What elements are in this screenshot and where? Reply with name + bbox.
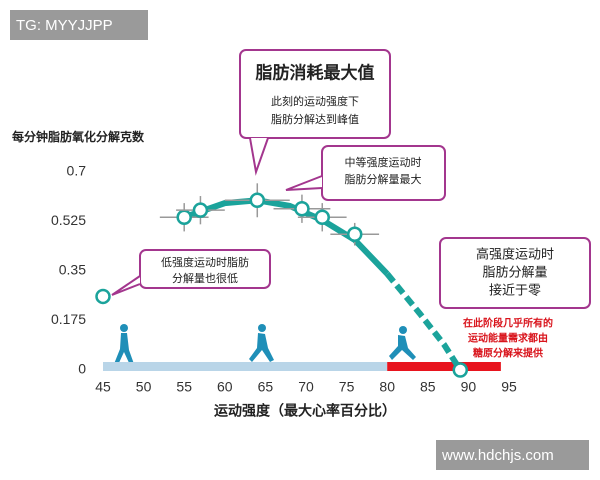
annotation-text: 在此阶段几乎所有的: [463, 317, 553, 330]
annotation-text: 接近于零: [489, 282, 541, 297]
end-point: [452, 362, 469, 378]
runner-icons: [114, 324, 416, 365]
annotation-text: 脂肪分解量: [482, 264, 547, 279]
watermark: TG: MYYJJPP: [16, 17, 113, 34]
annotation-text: 运动能量需求都由: [468, 332, 548, 345]
annotation-text: 脂肪分解达到峰值: [271, 112, 359, 126]
annotation-text: 分解量也很低: [172, 271, 238, 285]
x-tick-label: 95: [501, 379, 517, 395]
x-axis-label: 运动强度（最大心率百分比）: [214, 403, 396, 419]
data-point: [314, 209, 330, 226]
annotation-text: 低强度运动时脂肪: [161, 255, 249, 269]
intensity-band: [103, 362, 388, 371]
fat-oxidation-curve: [384, 271, 463, 372]
annotation-text: 中等强度运动时: [345, 155, 422, 169]
watermark-box: [436, 440, 589, 470]
y-axis-label: 每分钟脂肪氧化分解克数: [12, 129, 145, 144]
annotation-box: [239, 49, 391, 139]
data-point: [192, 202, 209, 218]
data-point: [249, 192, 266, 209]
x-tick-label: 85: [420, 379, 436, 395]
annotation-text: 此刻的运动强度下: [271, 94, 359, 108]
annotation-text: 高强度运动时: [476, 246, 554, 261]
y-tick-label: 0.35: [59, 262, 86, 278]
y-tick-label: 0: [78, 361, 86, 377]
y-tick-label: 0.7: [67, 163, 87, 179]
watermark-box: [10, 10, 148, 40]
intensity-band: [387, 362, 501, 371]
x-tick-label: 70: [298, 379, 314, 395]
x-tick-label: 75: [339, 379, 355, 395]
x-tick-label: 80: [379, 379, 395, 395]
x-tick-label: 60: [217, 379, 233, 395]
annotation-box: [439, 237, 591, 309]
x-tick-label: 65: [258, 379, 274, 395]
data-point: [346, 226, 363, 242]
x-tick-label: 50: [136, 379, 152, 395]
y-tick-label: 0.525: [51, 212, 86, 228]
data-point: [176, 209, 192, 226]
end-point: [95, 288, 111, 305]
watermark: www.hdchjs.com: [441, 447, 554, 464]
annotation-box: [321, 145, 446, 201]
annotation-pointer: [249, 137, 269, 176]
annotation-box: [139, 249, 271, 289]
y-tick-label: 0.175: [51, 311, 86, 327]
annotation-title: 脂肪消耗最大值: [256, 62, 375, 82]
data-point: [294, 201, 310, 217]
x-tick-label: 90: [461, 379, 477, 395]
x-tick-label: 55: [176, 379, 192, 395]
x-tick-label: 45: [95, 379, 111, 395]
annotation-pointer: [285, 175, 323, 191]
annotation-text: 糖原分解来提供: [473, 347, 543, 360]
annotation-text: 脂肪分解量最大: [345, 172, 422, 186]
annotation-pointer: [111, 275, 141, 296]
